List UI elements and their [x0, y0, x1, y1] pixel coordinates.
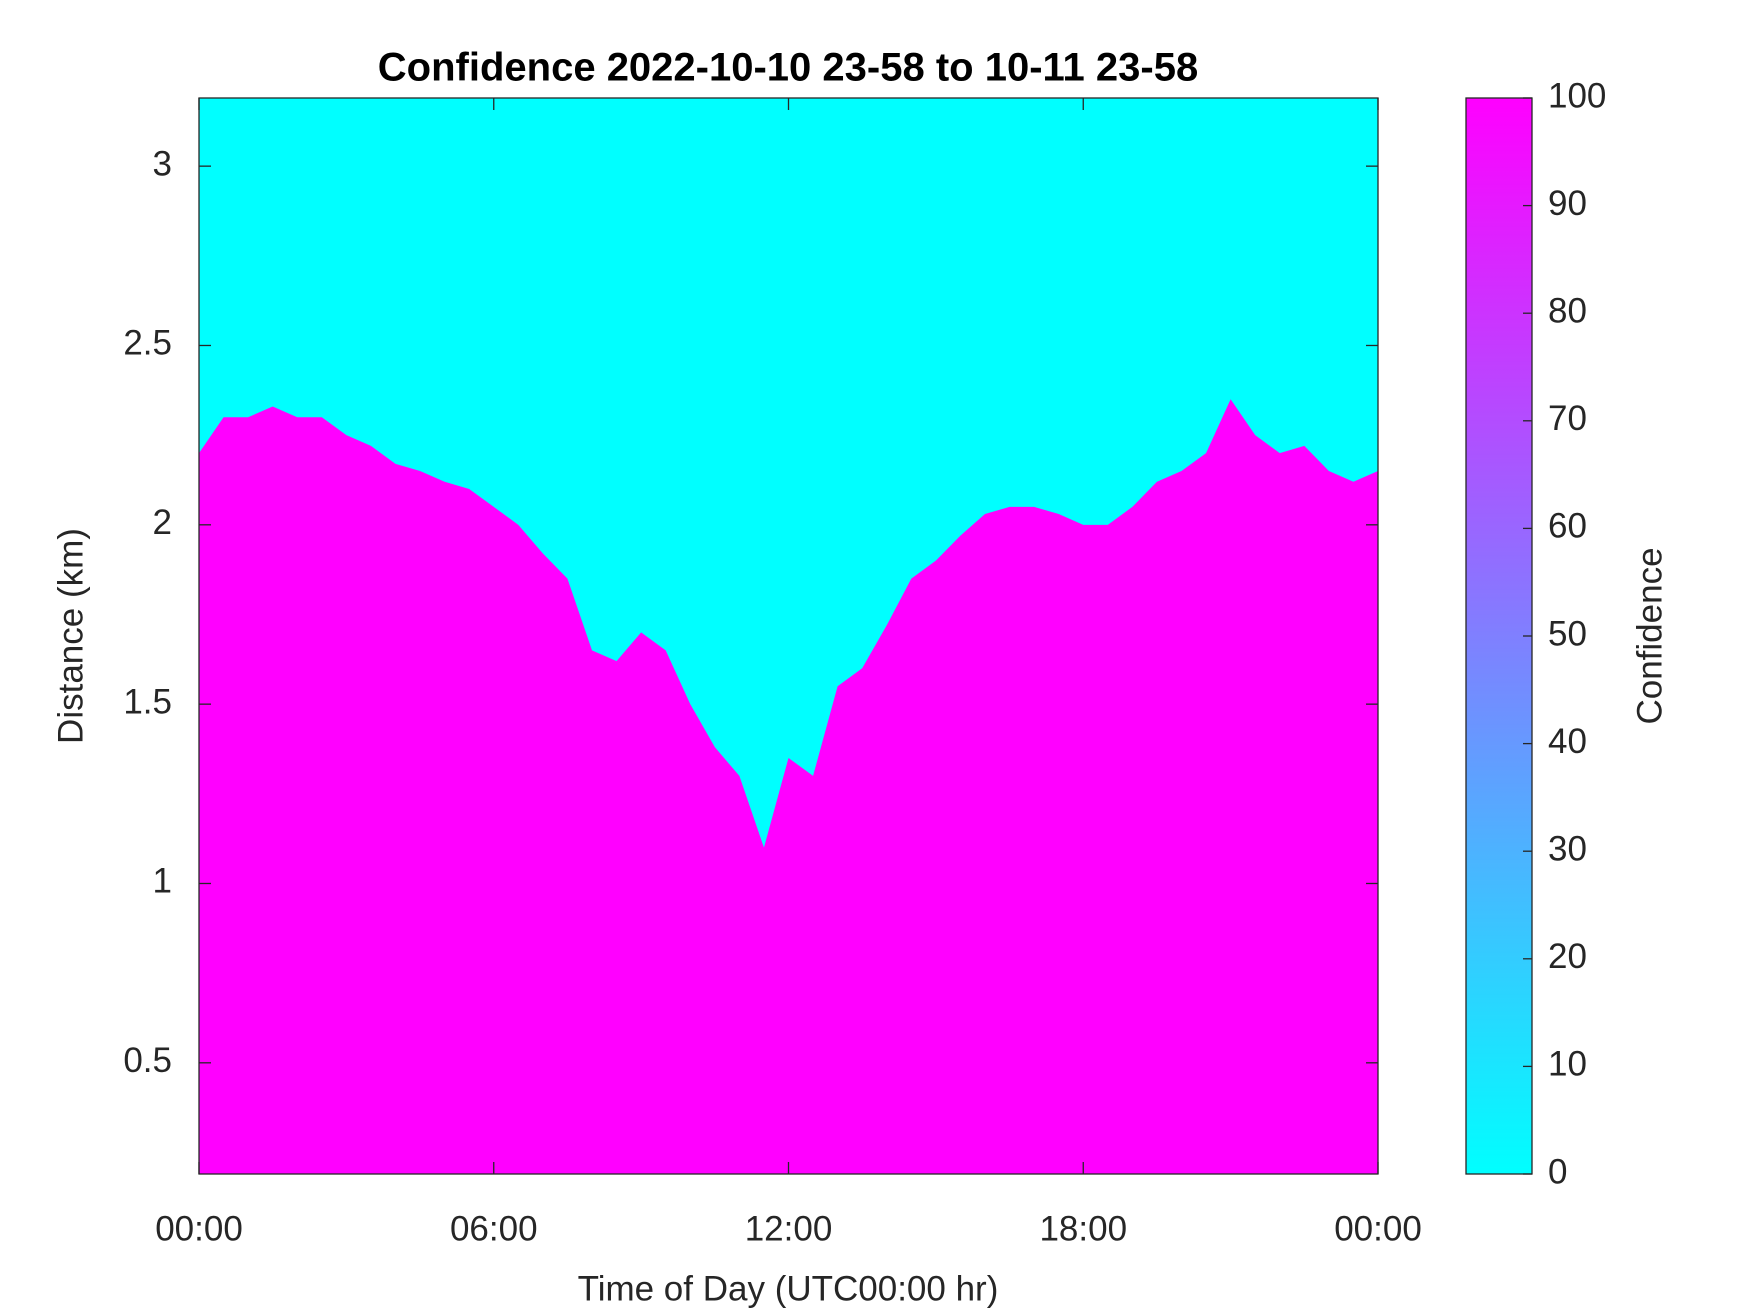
area: [199, 399, 1378, 1174]
colorbar-tick-label: 50: [1548, 614, 1587, 653]
x-tick-label: 06:00: [450, 1209, 538, 1248]
chart-title: Confidence 2022-10-10 23-58 to 10-11 23-…: [378, 46, 1198, 90]
y-tick-label: 0.5: [123, 1041, 172, 1080]
colorbar-tick-label: 90: [1548, 184, 1587, 223]
colorbar-tick-label: 60: [1548, 507, 1587, 546]
y-tick-label: 3: [153, 144, 172, 183]
colorbar-tick-label: 30: [1548, 829, 1587, 868]
x-tick-label: 18:00: [1039, 1209, 1127, 1248]
y-tick-label: 1.5: [123, 682, 172, 721]
x-tick-label: 12:00: [745, 1209, 833, 1248]
colorbar-label: Confidence: [1630, 547, 1669, 724]
colorbar-tick-label: 70: [1548, 399, 1587, 438]
colorbar-tick-label: 40: [1548, 722, 1587, 761]
colorbar-tick-label: 20: [1548, 937, 1587, 976]
x-tick-label: 00:00: [155, 1209, 243, 1248]
colorbar-tick-label: 10: [1548, 1045, 1587, 1084]
colorbar: [1465, 97, 1533, 1175]
colorbar-tick-label: 0: [1548, 1152, 1567, 1191]
colorbar-tick-label: 100: [1548, 76, 1606, 115]
colorbar-tick-label: 80: [1548, 291, 1587, 330]
x-tick-label: 00:00: [1334, 1209, 1422, 1248]
y-tick-label: 2: [153, 503, 172, 542]
y-tick-label: 1: [153, 862, 172, 901]
y-tick-label: 2.5: [123, 324, 172, 363]
y-axis-label: Distance (km): [51, 528, 90, 744]
x-axis-label: Time of Day (UTC00:00 hr): [578, 1269, 999, 1308]
